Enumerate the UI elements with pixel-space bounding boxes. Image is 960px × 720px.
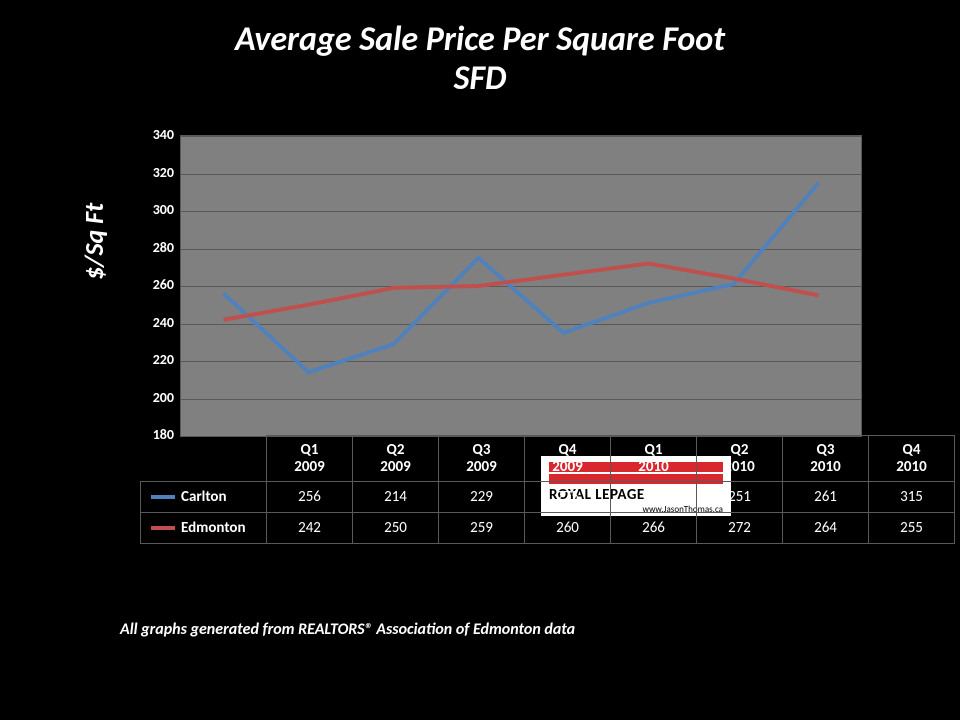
table-cell: 255 [869,513,955,544]
title-line2: SFD [454,58,507,99]
table-row: Carlton 256214229275235251261315 [141,482,955,513]
table-cell: 275 [525,482,611,513]
legend-swatch [151,495,175,499]
series-name: Carlton [181,488,227,506]
chart-lines [181,136,861,436]
table-header-cell: Q12010 [611,436,697,482]
table-header-cell: Q42010 [869,436,955,482]
table-cell: 264 [783,513,869,544]
table-cell: 250 [353,513,439,544]
table-cell: 259 [439,513,525,544]
y-tick-label: 240 [136,314,174,331]
table-cell: 235 [611,482,697,513]
table-header-cell: Q12009 [267,436,353,482]
table-cell: 315 [869,482,955,513]
table-cell: 242 [267,513,353,544]
y-tick-label: 280 [136,239,174,256]
y-axis-label: $/Sq Ft [78,203,110,280]
table-cell: 261 [783,482,869,513]
table-cell: 214 [353,482,439,513]
table-cell: 229 [439,482,525,513]
series-line-edmonton [224,264,819,320]
table-cell: 251 [697,482,783,513]
y-tick-label: 340 [136,126,174,143]
table-header-cell: Q42009 [525,436,611,482]
footer-text: All graphs generated from REALTORS® Asso… [120,620,575,639]
y-tick-label: 200 [136,389,174,406]
y-tick-label: 220 [136,351,174,368]
table-cell: 256 [267,482,353,513]
data-table: Q12009Q22009Q32009Q42009Q12010Q22010Q320… [140,435,955,544]
y-tick-label: 300 [136,201,174,218]
table-header-cell: Q22009 [353,436,439,482]
y-tick-label: 260 [136,276,174,293]
table-header-row: Q12009Q22009Q32009Q42009Q12010Q22010Q320… [141,436,955,482]
table-cell: 272 [697,513,783,544]
y-tick-label: 320 [136,164,174,181]
table-header-cell: Q32009 [439,436,525,482]
table-header-cell: Q22010 [697,436,783,482]
table-cell: 260 [525,513,611,544]
title-line1: Average Sale Price Per Square Foot [235,19,725,60]
chart-title: Average Sale Price Per Square Foot SFD [0,20,960,98]
table-cell: 266 [611,513,697,544]
table-row: Edmonton 242250259260266272264255 [141,513,955,544]
table-header-cell: Q32010 [783,436,869,482]
series-name: Edmonton [181,519,246,537]
legend-swatch [151,526,175,530]
plot-area: ROYAL LEPAGE www.JasonThomas.ca [180,135,862,437]
